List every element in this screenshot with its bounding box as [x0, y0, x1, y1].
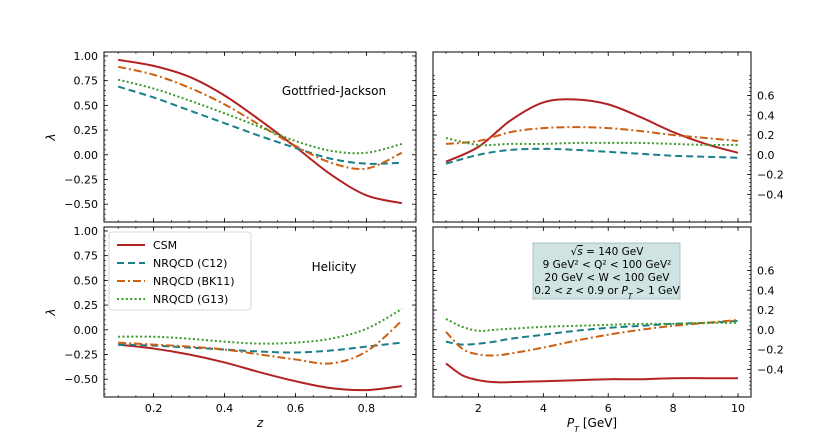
legend-entry-label: NRQCD (C12)	[153, 257, 227, 270]
annotation-line: 0.2 < z < 0.9 or PT > 1 GeV	[534, 285, 680, 301]
series-line-nrqcd-g13	[118, 308, 403, 345]
panels-layer: −0.50 −0.25 0.00 0.25 0.50 0.75 1.00 Gottfried-…	[44, 50, 784, 434]
series-line-nrqcd-bk11	[445, 126, 739, 145]
series-line-nrqcd-c12	[117, 85, 402, 165]
y-tick-label: −0.50	[64, 373, 98, 386]
panel-top-right: −0.4 −0.2 0.0 0.2 0.4 0.6	[432, 51, 784, 223]
annotation-frame	[532, 242, 681, 300]
y-tick-label: 1.00	[74, 225, 99, 238]
frame-label: Gottfried-Jackson	[282, 84, 386, 98]
series-lines	[117, 58, 403, 205]
y-tick-label: 0.25	[74, 124, 99, 137]
x-axis-label: PT [GeV]	[567, 416, 617, 434]
y-tick-label: 0.00	[74, 149, 99, 162]
x-tick-label: 6	[605, 402, 612, 415]
y-tick-label: 0.4	[757, 284, 775, 297]
y-tick-label: 0.6	[757, 89, 775, 102]
y-tick-label: −0.25	[64, 174, 98, 187]
series-line-nrqcd-bk11	[118, 320, 403, 365]
y-tick-label: 0.0	[757, 149, 775, 162]
panel-bottom-right: −0.4 −0.2 0.0 0.2 0.4 0.6 2 4 6 8 10 PT [GeV]	[432, 226, 784, 434]
y-tick-label: 0.6	[757, 264, 775, 277]
panel-bottom-left: −0.50 −0.25 0.00 0.25 0.50 0.75 1.00 0.2 0.4 0.6 0…	[44, 225, 417, 430]
series-line-csm	[445, 362, 739, 384]
y-tick-label: 1.00	[74, 50, 99, 63]
y-tick-label: 0.75	[74, 75, 99, 88]
y-tick-label: 0.50	[74, 99, 99, 112]
series-line-nrqcd-c12	[118, 341, 402, 354]
legend-entry-label: NRQCD (G13)	[153, 293, 228, 306]
series-line-nrqcd-g13	[117, 78, 403, 155]
legend-entry-label: CSM	[153, 239, 177, 252]
y-tick-label: 0.4	[757, 109, 775, 122]
y-tick-label: −0.4	[757, 188, 784, 201]
legend-frame	[108, 231, 252, 311]
y-tick-label: 0.0	[757, 324, 775, 337]
series-lines	[445, 318, 739, 384]
x-tick-label: 4	[540, 402, 547, 415]
y-tick-label: 0.25	[74, 299, 99, 312]
panel-top-left: −0.50 −0.25 0.00 0.25 0.50 0.75 1.00 Gottfried-…	[44, 50, 417, 223]
series-line-nrqcd-c12	[445, 147, 739, 165]
y-tick-label: 0.50	[74, 274, 99, 287]
frame-label: Helicity	[312, 260, 357, 274]
x-axis-label: z	[256, 416, 264, 430]
x-tick-label: 8	[670, 402, 677, 415]
x-tick-label: 0.4	[216, 402, 234, 415]
annotation-line: 9 GeV² < Q² < 100 GeV²	[543, 259, 672, 271]
y-tick-label: 0.75	[74, 250, 99, 263]
x-tick-label: 0.2	[145, 402, 163, 415]
series-line-nrqcd-bk11	[445, 318, 739, 357]
y-axis-label: λ	[44, 133, 58, 141]
series-line-csm	[118, 58, 403, 205]
y-tick-label: −0.25	[64, 349, 98, 362]
y-tick-label: 0.2	[757, 129, 775, 142]
y-tick-label: −0.2	[757, 344, 784, 357]
x-tick-label: 0.6	[287, 402, 305, 415]
series-line-nrqcd-g13	[445, 318, 739, 332]
legend-entry-label: NRQCD (BK11)	[153, 275, 235, 288]
series-lines	[445, 98, 739, 165]
y-axis-label: λ	[44, 308, 58, 316]
x-tick-label: 0.8	[358, 402, 376, 415]
annotation-line: √s = 140 GeV	[571, 246, 645, 258]
y-tick-label: −0.50	[64, 198, 98, 211]
legend: CSM NRQCD (C12) NRQCD (BK11) NRQCD (G13)	[108, 231, 252, 311]
y-tick-label: 0.00	[74, 324, 99, 337]
series-line-csm	[118, 343, 402, 392]
x-tick-label: 2	[475, 402, 482, 415]
x-tick-label: 10	[731, 402, 745, 415]
annotation-line: 20 GeV < W < 100 GeV	[545, 272, 671, 284]
series-lines	[118, 308, 403, 392]
series-line-nrqcd-bk11	[117, 65, 403, 171]
series-line-csm	[445, 98, 739, 163]
y-tick-label: 0.2	[757, 304, 775, 317]
series-line-nrqcd-g13	[445, 137, 739, 147]
y-tick-label: −0.4	[757, 363, 784, 376]
y-tick-label: −0.2	[757, 169, 784, 182]
series-line-nrqcd-c12	[445, 319, 739, 346]
